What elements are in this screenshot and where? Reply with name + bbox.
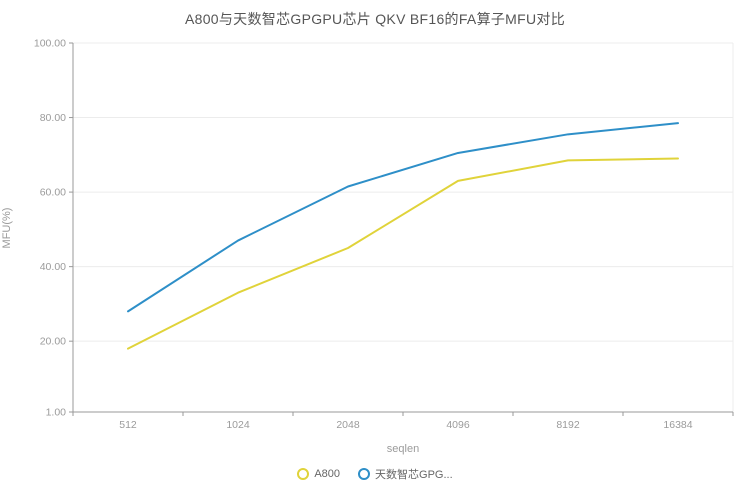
y-tick-label: 60.00 [40,187,66,199]
x-tick-label: 4096 [446,419,470,431]
x-tick-label: 16384 [663,419,692,431]
x-tick-label: 8192 [556,419,580,431]
x-tick-label: 1024 [226,419,250,431]
legend-label: 天数智芯GPG... [375,469,453,481]
y-tick-label: 100.00 [34,38,66,50]
x-axis-title: seqlen [386,443,420,455]
legend-label: A800 [314,468,341,480]
legend-item-a800[interactable]: A800 [297,468,340,480]
series-line-1 [127,122,679,313]
legend-circle-icon [297,468,310,480]
x-tick-label: 512 [119,419,137,431]
chart-title: A800与天数智芯GPGPU芯片 QKV BF16的FA算子MFU对比 [184,11,565,27]
y-tick-label: 80.00 [40,112,66,124]
y-axis-title: MFU(%) [1,207,13,249]
series-line-0 [127,157,679,350]
x-tick-label: 2048 [336,419,360,431]
legend-item-tianshu[interactable]: 天数智芯GPG... [358,466,453,482]
legend-circle-icon [358,468,371,480]
legend: A800 天数智芯GPG... [0,466,750,482]
y-tick-label: 20.00 [40,336,66,348]
y-tick-label: 1.00 [46,407,67,419]
y-tick-label: 40.00 [40,261,66,273]
